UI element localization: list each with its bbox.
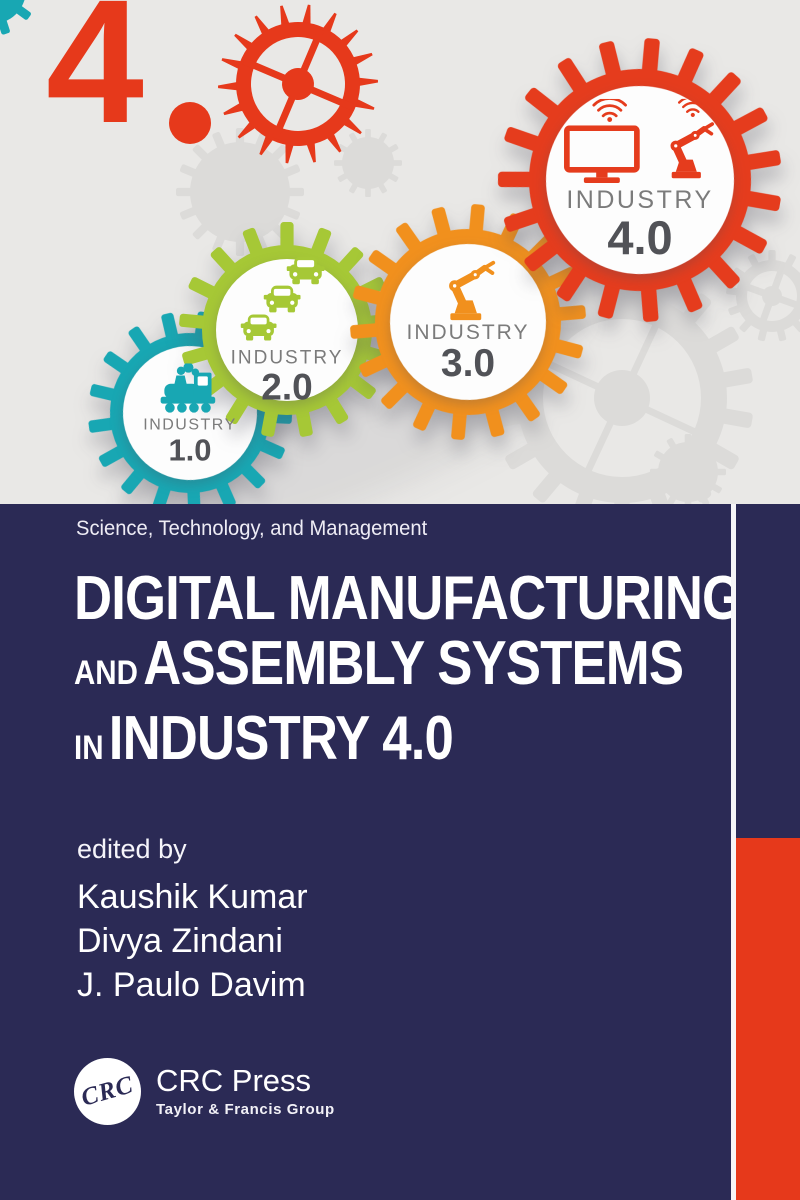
- industry-version: 4.0: [607, 211, 673, 265]
- editors-block: edited by Kaushik Kumar Divya Zindani J.…: [77, 834, 308, 1007]
- publisher-logo: CRC CRC Press Taylor & Francis Group: [74, 1058, 335, 1125]
- editor-name: Kaushik Kumar: [77, 878, 308, 916]
- crc-monogram: CRC: [78, 1070, 137, 1112]
- title-line-3: ININDUSTRY 4.0: [74, 704, 454, 773]
- headline-digit: 4: [46, 0, 144, 160]
- smart-factory-icon: [561, 98, 719, 187]
- industry-label: INDUSTRY: [406, 321, 530, 345]
- steam-locomotive-icon: [153, 363, 227, 417]
- title-band: Science, Technology, and Management DIGI…: [0, 504, 800, 1200]
- gear-industry-4.0: INDUSTRY 4.0: [561, 98, 719, 265]
- decimal-dot: [169, 102, 211, 144]
- industry-label: INDUSTRY: [230, 347, 344, 369]
- automobiles-icon: [241, 255, 333, 345]
- edited-by-label: edited by: [77, 834, 187, 864]
- industry-version: 2.0: [261, 366, 313, 408]
- book-title: DIGITAL MANUFACTURING ANDASSEMBLY SYSTEM…: [74, 564, 743, 781]
- wifi-signal-icon: [677, 98, 708, 119]
- title-line-2: ANDASSEMBLY SYSTEMS: [74, 629, 684, 698]
- series-title: Science, Technology, and Management: [76, 517, 428, 540]
- title-line-1: DIGITAL MANUFACTURING: [74, 564, 743, 633]
- crc-logo-circle: CRC: [74, 1058, 141, 1125]
- gear-industry-2.0: INDUSTRY 2.0: [231, 255, 344, 408]
- publisher-name: CRC Press: [156, 1063, 312, 1099]
- accent-red-block: [736, 838, 800, 1200]
- industry-label: INDUSTRY: [566, 185, 714, 214]
- gear-industry-1.0: INDUSTRY 1.0: [143, 363, 237, 466]
- industry-version: 1.0: [168, 432, 212, 468]
- spine-divider: [731, 504, 736, 1200]
- wifi-signal-icon: [592, 98, 627, 124]
- hero-illustration: 4 INDUSTRY 1.0 INDUSTRY 2.0 INDUSTRY 3.0: [0, 0, 800, 504]
- publisher-tagline: Taylor & Francis Group: [156, 1100, 335, 1118]
- editor-name: J. Paulo Davim: [77, 966, 306, 1004]
- side-column: [736, 504, 800, 1200]
- industry-version: 3.0: [440, 342, 496, 386]
- headline-numeral: 4: [46, 0, 144, 150]
- gears-illustration: [0, 0, 800, 504]
- editor-name: Divya Zindani: [77, 922, 283, 960]
- robot-arm-icon: [438, 260, 498, 322]
- gear-industry-3.0: INDUSTRY 3.0: [407, 260, 530, 385]
- industry-label: INDUSTRY: [143, 416, 237, 434]
